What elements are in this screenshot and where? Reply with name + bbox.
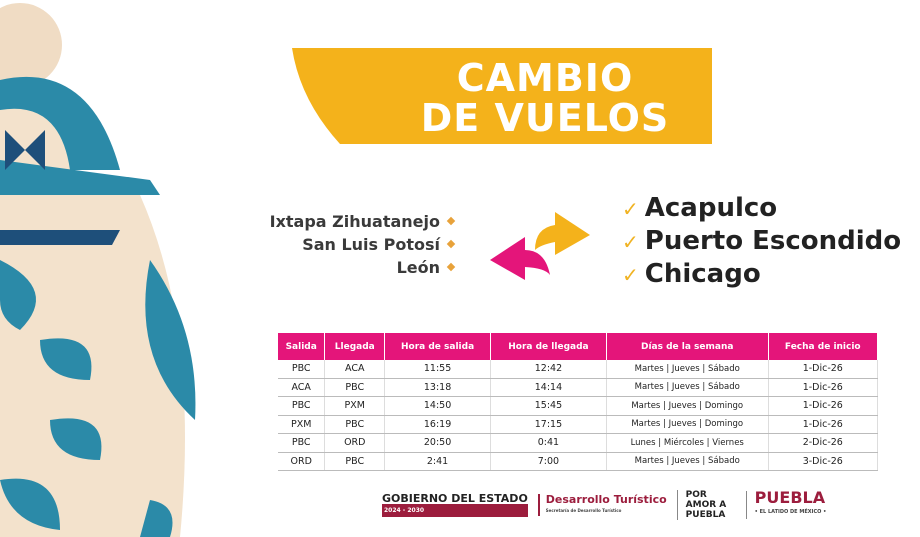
table-cell: PBC <box>324 378 386 397</box>
table-cell: 0:41 <box>490 433 607 453</box>
table-cell: ORD <box>278 452 326 471</box>
destination-name: Acapulco <box>644 193 778 223</box>
slogan: POR AMOR A PUEBLA <box>676 490 736 520</box>
table-cell: ACA <box>278 378 326 397</box>
period: 2024 - 2030 <box>382 504 528 517</box>
dept-logo: Desarrollo Turístico Secretaría de Desarr… <box>537 493 667 516</box>
table-cell: Martes | Jueves | Sábado <box>606 378 769 397</box>
destination-name: Puerto Escondido <box>644 226 902 256</box>
table-cell: 15:45 <box>490 396 607 416</box>
table-row: ORD PBC 2:41 7:00 Martes | Jueves | Sábado 3-… <box>278 452 879 471</box>
table-cell: Lunes | Miércoles | Viernes <box>606 433 769 453</box>
table-row: PBC PXM 14:50 15:45 Martes | Jueves | Doming… <box>278 396 879 416</box>
table-cell: 7:00 <box>490 452 607 471</box>
table-row: PBC ORD 20:50 0:41 Lunes | Miércoles | Viern… <box>278 433 879 453</box>
table-cell: 17:15 <box>490 415 607 434</box>
table-cell: PBC <box>324 415 386 434</box>
column-header: Llegada <box>324 333 386 360</box>
table-cell: PBC <box>278 360 326 379</box>
removed-list: Ixtapa Zihuatanejo San Luis Potosí León <box>200 210 440 279</box>
check-mark: ✓ <box>622 197 639 221</box>
table-cell: ORD <box>324 433 386 453</box>
table-row: PXM PBC 16:19 17:15 Martes | Jueves | Doming… <box>278 415 879 434</box>
table-cell: 1-Dic-26 <box>768 396 879 416</box>
table-cell: 2-Dic-26 <box>768 433 879 453</box>
added-destination: ✓ Puerto Escondido <box>622 225 901 258</box>
brand: PUEBLA <box>754 488 826 507</box>
removed-destination: León <box>200 256 440 279</box>
gov-logo: GOBIERNO DEL ESTADO 2024 - 2030 <box>382 493 528 517</box>
table-row: PBC ACA 11:55 12:42 Martes | Jueves | Sábado… <box>278 360 879 379</box>
brand-logo: PUEBLA • EL LATIDO DE MÉXICO • <box>745 488 827 519</box>
column-header: Salida <box>278 333 326 360</box>
table-cell: 11:55 <box>384 360 491 379</box>
table-cell: PBC <box>278 396 326 416</box>
table-cell: ACA <box>324 360 386 379</box>
table-cell: 1-Dic-26 <box>768 378 879 397</box>
title: CAMBIO DE VUELOS <box>400 58 690 138</box>
table-cell: Martes | Jueves | Domingo <box>606 396 769 416</box>
header-row: Salida Llegada Hora de salida Hora de llega… <box>278 333 879 360</box>
table-cell: 16:19 <box>384 415 491 434</box>
table-cell: 14:50 <box>384 396 491 416</box>
gov: GOBIERNO DEL ESTADO <box>382 492 528 505</box>
table-cell: 1-Dic-26 <box>768 360 879 379</box>
table-cell: PBC <box>324 452 386 471</box>
column-header: Hora de salida <box>384 333 491 360</box>
footer: GOBIERNO DEL ESTADO 2024 - 2030 Desarroll… <box>382 490 826 520</box>
table-cell: Martes | Jueves | Sábado <box>606 360 769 379</box>
column-header: Hora de llegada <box>490 333 607 360</box>
table-cell: PBC <box>278 433 326 453</box>
table-cell: PXM <box>278 415 326 434</box>
table-cell: 2:41 <box>384 452 491 471</box>
added-list: ✓ Acapulco ✓ Puerto Escondido ✓ Chicago <box>622 192 901 291</box>
check-mark: ✓ <box>622 263 639 287</box>
removed-destination: San Luis Potosí <box>200 233 440 256</box>
brand-sub: • EL LATIDO DE MÉXICO • <box>754 509 827 515</box>
column-header: Fecha de inicio <box>768 333 879 360</box>
table-cell: 14:14 <box>490 378 607 397</box>
added-destination: ✓ Chicago <box>622 258 901 291</box>
table-cell: PXM <box>324 396 386 416</box>
title-line: CAMBIO <box>456 56 634 100</box>
destination-name: Chicago <box>644 259 761 289</box>
table-cell: 3-Dic-26 <box>768 452 879 471</box>
check-mark: ✓ <box>622 230 639 254</box>
column-header: Días de la semana <box>606 333 769 360</box>
title-line: DE VUELOS <box>420 96 670 140</box>
table-cell: 13:18 <box>384 378 491 397</box>
removed-destination: Ixtapa Zihuatanejo <box>200 210 440 233</box>
dept: Desarrollo Turístico <box>545 493 667 506</box>
table-cell: 1-Dic-26 <box>768 415 879 434</box>
table-cell: 20:50 <box>384 433 491 453</box>
flight-table: Salida Llegada Hora de salida Hora de llega… <box>278 333 879 471</box>
table-cell: Martes | Jueves | Sábado <box>606 452 769 471</box>
table-cell: Martes | Jueves | Domingo <box>606 415 769 434</box>
added-destination: ✓ Acapulco <box>622 192 901 225</box>
table-row: ACA PBC 13:18 14:14 Martes | Jueves | Sábado… <box>278 378 879 397</box>
dept-sub: Secretaría de Desarrollo Turístico <box>545 508 622 513</box>
table-cell: 12:42 <box>490 360 607 379</box>
